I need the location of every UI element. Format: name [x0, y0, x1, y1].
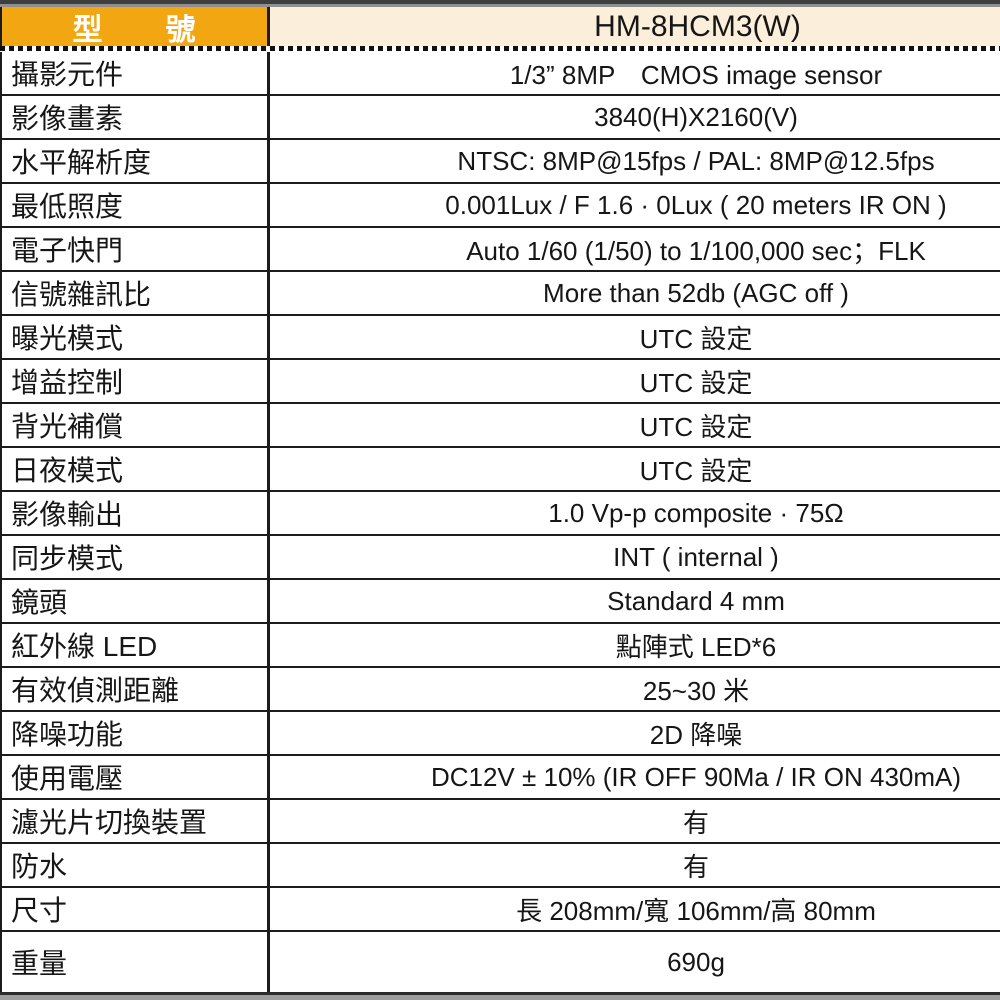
- spec-value: 2D 降噪: [649, 719, 743, 750]
- spec-row: 降噪功能 2D 降噪: [0, 712, 1000, 756]
- spec-label: 濾光片切換裝置: [11, 807, 208, 838]
- dotted-separator: [0, 46, 1000, 52]
- spec-value: 有: [682, 807, 709, 838]
- column-divider: [267, 888, 270, 930]
- spec-label: 信號雜訊比: [11, 279, 152, 310]
- spec-value: 點陣式 LED*6: [615, 631, 777, 662]
- spec-value: DC12V ± 10% (IR OFF 90Ma / IR ON 430mA): [430, 761, 962, 792]
- spec-row: 紅外線 LED 點陣式 LED*6: [0, 624, 1000, 668]
- spec-row: 影像畫素 3840(H)X2160(V): [0, 96, 1000, 140]
- spec-value: UTC 設定: [639, 411, 753, 442]
- spec-row: 增益控制 UTC 設定: [0, 360, 1000, 404]
- column-divider: [267, 536, 270, 578]
- spec-label: 最低照度: [11, 191, 124, 222]
- spec-row: 有效偵測距離 25~30 米: [0, 668, 1000, 712]
- spec-label: 降噪功能: [11, 719, 124, 750]
- spec-label: 有效偵測距離: [11, 675, 180, 706]
- column-divider: [267, 272, 270, 314]
- spec-label: 水平解析度: [11, 147, 152, 178]
- column-divider: [267, 404, 270, 446]
- spec-row: 防水 有: [0, 844, 1000, 888]
- column-divider: [267, 844, 270, 886]
- spec-value: 長 208mm/寬 106mm/高 80mm: [516, 895, 876, 926]
- model-number: HM-8HCM3(W): [594, 9, 801, 43]
- bottom-edge-bar: [0, 992, 1000, 1000]
- spec-row: 日夜模式 UTC 設定: [0, 448, 1000, 492]
- spec-row: 信號雜訊比 More than 52db (AGC off ): [0, 272, 1000, 316]
- column-divider: [267, 52, 270, 94]
- column-divider: [267, 756, 270, 798]
- spec-value: 1/3” 8MP CMOS image sensor: [509, 59, 883, 90]
- spec-label: 使用電壓: [11, 763, 124, 794]
- table-header-row: 型 號 HM-8HCM3(W): [0, 7, 1000, 47]
- spec-row: 使用電壓 DC12V ± 10% (IR OFF 90Ma / IR ON 43…: [0, 756, 1000, 800]
- column-divider: [267, 492, 270, 534]
- column-divider: [267, 624, 270, 666]
- spec-row: 電子快門 Auto 1/60 (1/50) to 1/100,000 sec；F…: [0, 228, 1000, 272]
- spec-label: 增益控制: [11, 367, 124, 398]
- spec-row: 濾光片切換裝置 有: [0, 800, 1000, 844]
- model-header-cell: 型 號: [2, 7, 267, 47]
- spec-label: 同步模式: [11, 543, 124, 574]
- spec-row: 同步模式 INT ( internal ): [0, 536, 1000, 580]
- column-divider: [267, 800, 270, 842]
- spec-label: 日夜模式: [11, 455, 124, 486]
- column-divider: [267, 316, 270, 358]
- spec-value: 0.001Lux / F 1.6 · 0Lux ( 20 meters IR O…: [445, 189, 947, 220]
- model-header-label: 型 號: [72, 13, 197, 47]
- model-number-cell: HM-8HCM3(W): [270, 7, 1000, 46]
- column-divider: [267, 360, 270, 402]
- spec-label: 背光補償: [11, 411, 124, 442]
- spec-value: 690g: [667, 946, 725, 977]
- spec-label: 電子快門: [11, 235, 124, 266]
- spec-rows: 攝影元件 1/3” 8MP CMOS image sensor 影像畫素 384…: [0, 52, 1000, 992]
- column-divider: [267, 668, 270, 710]
- spec-value: Auto 1/60 (1/50) to 1/100,000 sec；FLK: [466, 235, 926, 266]
- spec-label: 重量: [11, 948, 68, 979]
- spec-row: 尺寸 長 208mm/寬 106mm/高 80mm: [0, 888, 1000, 932]
- spec-row: 曝光模式 UTC 設定: [0, 316, 1000, 360]
- spec-label: 攝影元件: [11, 59, 124, 90]
- spec-value: UTC 設定: [639, 367, 753, 398]
- spec-label: 尺寸: [11, 895, 68, 926]
- spec-label: 紅外線 LED: [11, 631, 158, 662]
- spec-value: INT ( internal ): [613, 541, 779, 572]
- spec-row: 影像輸出 1.0 Vp-p composite · 75Ω: [0, 492, 1000, 536]
- column-divider: [267, 7, 270, 46]
- column-divider: [267, 184, 270, 226]
- spec-value: 有: [682, 851, 709, 882]
- spec-label: 防水: [11, 851, 68, 882]
- spec-value: UTC 設定: [639, 323, 753, 354]
- spec-value: 3840(H)X2160(V): [594, 101, 798, 132]
- spec-value: Standard 4 mm: [607, 585, 785, 616]
- column-divider: [267, 96, 270, 138]
- spec-row: 最低照度 0.001Lux / F 1.6 · 0Lux ( 20 meters…: [0, 184, 1000, 228]
- spec-label: 影像輸出: [11, 499, 124, 530]
- spec-value: UTC 設定: [639, 455, 753, 486]
- spec-label: 影像畫素: [11, 103, 124, 134]
- spec-label: 鏡頭: [11, 587, 68, 618]
- spec-row: 背光補償 UTC 設定: [0, 404, 1000, 448]
- spec-row: 重量 690g: [0, 932, 1000, 992]
- spec-value: 25~30 米: [642, 675, 750, 706]
- column-divider: [267, 228, 270, 270]
- spec-row: 鏡頭 Standard 4 mm: [0, 580, 1000, 624]
- spec-value: More than 52db (AGC off ): [543, 277, 849, 308]
- column-divider: [267, 140, 270, 182]
- spec-value: NTSC: 8MP@15fps / PAL: 8MP@12.5fps: [457, 145, 935, 176]
- spec-row: 攝影元件 1/3” 8MP CMOS image sensor: [0, 52, 1000, 96]
- spec-label: 曝光模式: [11, 323, 124, 354]
- column-divider: [267, 712, 270, 754]
- column-divider: [267, 932, 270, 992]
- column-divider: [267, 580, 270, 622]
- spec-row: 水平解析度 NTSC: 8MP@15fps / PAL: 8MP@12.5fps: [0, 140, 1000, 184]
- top-edge-bar: [0, 0, 1000, 7]
- spec-value: 1.0 Vp-p composite · 75Ω: [548, 497, 844, 528]
- column-divider: [267, 448, 270, 490]
